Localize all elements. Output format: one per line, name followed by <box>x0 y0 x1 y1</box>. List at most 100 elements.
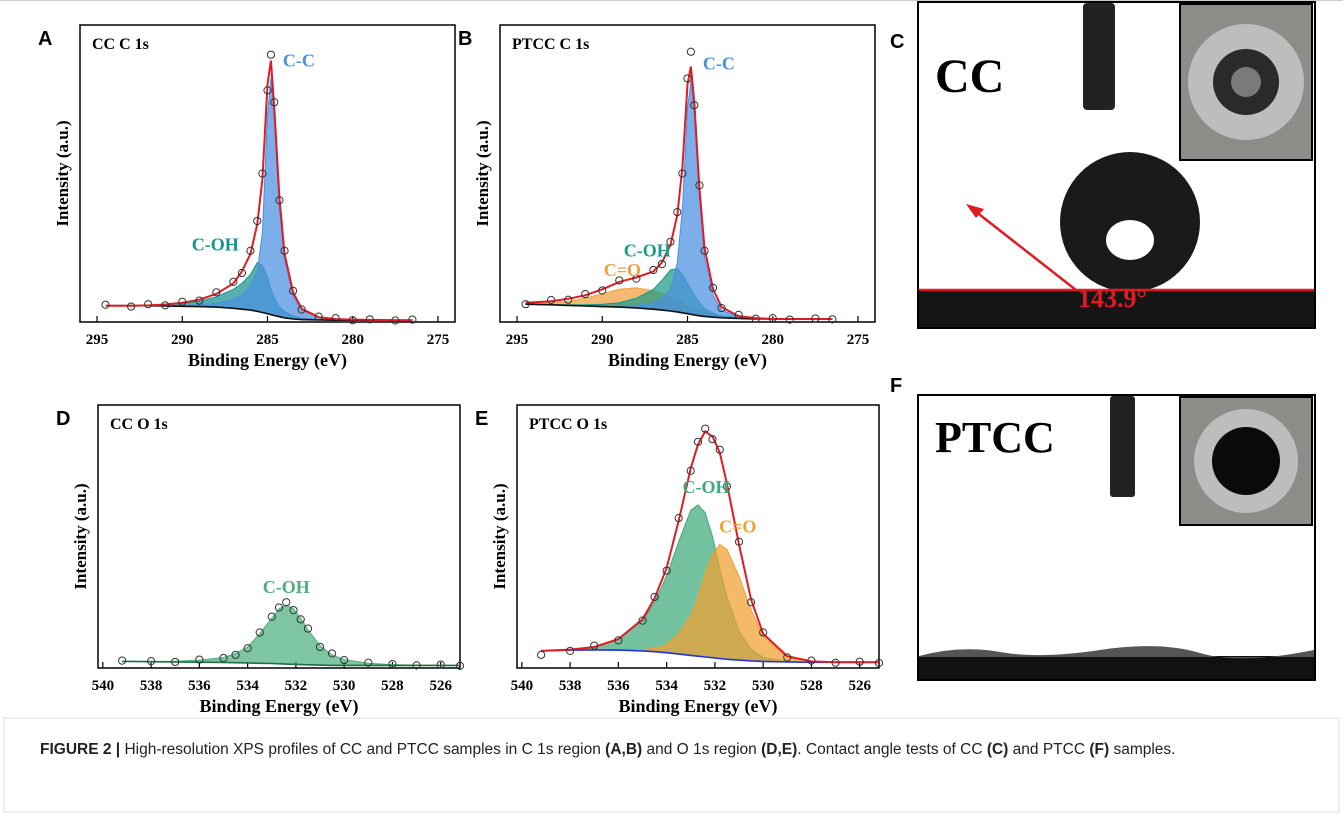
caption-text: and O 1s region <box>642 741 762 758</box>
panel-letter: D <box>56 408 70 430</box>
data-point <box>348 316 357 325</box>
data-point <box>258 169 267 178</box>
data-point <box>161 301 170 310</box>
data-point <box>615 276 624 285</box>
caption-text: (A,B) <box>605 741 643 758</box>
caption-text: (D,E) <box>761 741 798 758</box>
data-point <box>303 624 313 633</box>
chart-title: CC O 1s <box>110 416 168 433</box>
data-point <box>674 513 683 523</box>
data-point <box>686 466 695 475</box>
caption-text: High-resolution XPS profiles of CC and P… <box>120 741 606 758</box>
x-tick-label: 290 <box>591 332 614 348</box>
data-point <box>266 50 276 59</box>
chart: A CC C 1s Intensity (a.u.) Binding Energy (… <box>38 24 456 371</box>
peak-label: C=O <box>604 260 641 280</box>
data-point <box>693 437 703 446</box>
y-axis-label: Intensity (a.u.) <box>53 120 72 226</box>
data-point <box>649 265 658 275</box>
data-point <box>195 296 204 305</box>
peak-label: C=O <box>719 516 756 536</box>
x-tick-label: 532 <box>285 678 308 694</box>
caption-text: FIGURE 2 | <box>40 741 121 758</box>
x-tick-label: 540 <box>92 678 115 694</box>
envelope-line <box>541 429 879 664</box>
caption-text: samples. <box>1109 741 1176 758</box>
data-point <box>632 274 641 283</box>
chart-title: PTCC C 1s <box>512 36 589 53</box>
panel-letter: F <box>890 375 902 397</box>
chart: B PTCC C 1s Intensity (a.u.) Binding Energy… <box>458 24 876 371</box>
data-point <box>231 650 240 659</box>
data-point <box>666 237 675 246</box>
data-point <box>331 314 340 323</box>
substrate-fibers <box>919 646 1314 659</box>
caption-text: (F) <box>1089 741 1110 758</box>
data-point <box>715 445 724 454</box>
x-tick-label: 532 <box>704 678 727 694</box>
needle <box>1083 3 1115 110</box>
data-point <box>831 658 840 667</box>
x-tick-label: 538 <box>559 678 582 694</box>
panel-letter: C <box>890 31 904 53</box>
data-point <box>391 316 400 325</box>
data-point <box>219 653 228 663</box>
data-point <box>855 657 864 666</box>
data-point <box>708 283 718 292</box>
data-point <box>270 98 279 107</box>
x-tick-label: 285 <box>676 332 699 348</box>
x-tick-label: 528 <box>800 678 823 694</box>
data-point <box>614 636 623 645</box>
data-point <box>243 644 252 653</box>
data-point <box>695 181 704 190</box>
tangent-line <box>974 210 1077 291</box>
data-point <box>297 305 306 314</box>
y-axis-label: Intensity (a.u.) <box>71 483 90 589</box>
x-tick-label: 536 <box>607 678 630 694</box>
data-point <box>874 658 884 668</box>
data-point <box>521 300 530 309</box>
x-tick-label: 534 <box>655 678 678 694</box>
x-tick-label: 275 <box>427 332 450 348</box>
data-point <box>237 268 247 278</box>
data-point <box>127 302 136 311</box>
data-point <box>275 196 284 205</box>
data-point <box>289 606 298 615</box>
envelope-line <box>525 66 833 320</box>
substrate <box>919 290 1314 327</box>
data-point <box>340 656 349 665</box>
x-tick-label: 295 <box>506 332 529 348</box>
data-point <box>263 86 272 95</box>
caption-text: . Contact angle tests of CC <box>797 741 987 758</box>
data-point <box>683 74 692 83</box>
data-point <box>212 288 221 297</box>
x-axis-label: Binding Energy (eV) <box>608 350 767 371</box>
data-point <box>267 612 276 621</box>
panel-letter: E <box>475 408 488 430</box>
data-point <box>178 297 187 306</box>
x-tick-label: 540 <box>511 678 534 694</box>
data-point <box>315 642 325 652</box>
data-point <box>722 482 732 491</box>
data-point <box>288 286 298 295</box>
x-tick-label: 530 <box>752 678 775 694</box>
data-point <box>564 295 573 304</box>
x-tick-label: 536 <box>188 678 211 694</box>
data-point <box>746 598 756 607</box>
peak-label: C-C <box>703 53 735 73</box>
substrate <box>919 656 1314 679</box>
background-line <box>105 304 413 321</box>
peak-label: C-OH <box>263 577 310 597</box>
x-tick-label: 530 <box>333 678 356 694</box>
data-point <box>314 312 323 321</box>
x-axis-label: Binding Energy (eV) <box>618 696 777 717</box>
data-point <box>146 657 156 666</box>
data-point <box>807 656 816 665</box>
data-point <box>751 314 760 323</box>
data-point <box>296 615 305 624</box>
data-point <box>412 661 421 670</box>
x-tick-label: 295 <box>86 332 109 348</box>
data-point <box>657 259 667 269</box>
data-point <box>229 277 238 287</box>
